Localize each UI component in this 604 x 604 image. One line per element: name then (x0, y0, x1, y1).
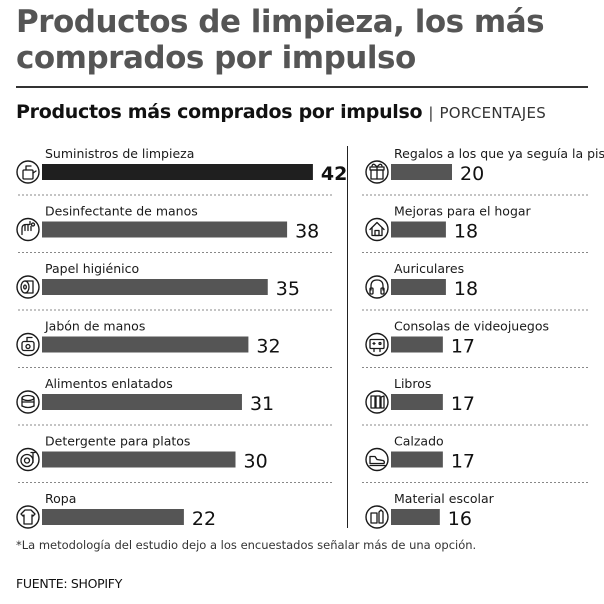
home-improvement-icon (365, 217, 389, 242)
bar (391, 221, 446, 238)
value-label: 20 (460, 163, 484, 185)
category-label: Libros (394, 376, 431, 391)
value-label: 32 (256, 336, 280, 358)
category-label: Auriculares (394, 261, 464, 276)
cleaning-supplies-icon (16, 160, 40, 184)
value-label: 35 (276, 278, 300, 300)
books-icon (365, 390, 389, 414)
value-label: 38 (295, 221, 319, 243)
bar (391, 279, 446, 295)
category-label: Papel higiénico (45, 261, 139, 276)
hand-sanitizer-icon (16, 217, 40, 242)
value-label: 18 (454, 278, 478, 300)
page-title: Productos de limpieza, los más comprados… (16, 4, 545, 76)
chart-unit: PORCENTAJES (439, 104, 547, 122)
category-label: Mejoras para el hogar (394, 204, 532, 219)
bar (42, 221, 288, 238)
bar (42, 451, 236, 468)
dish-detergent-icon (16, 447, 40, 472)
footwear-icon (365, 447, 389, 472)
chart-subtitle: Productos más comprados por impulso | PO… (16, 100, 546, 125)
title-divider (16, 86, 588, 88)
bar (391, 164, 452, 180)
bar (42, 336, 249, 353)
hand-soap-icon (16, 332, 40, 357)
bar (42, 279, 268, 295)
value-label: 42 (321, 163, 347, 185)
category-label: Jabón de manos (44, 319, 145, 334)
category-label: Material escolar (394, 491, 495, 506)
category-label: Detergente para platos (45, 434, 190, 449)
source-note: FUENTE: SHOPIFY (16, 576, 123, 591)
bar (42, 164, 313, 180)
category-label: Calzado (394, 434, 444, 449)
clothing-icon (16, 505, 40, 529)
bar (42, 509, 184, 525)
value-label: 30 (244, 451, 268, 473)
column-divider (347, 146, 348, 528)
bar (391, 509, 440, 525)
value-label: 17 (451, 393, 475, 415)
video-game-console-icon (365, 332, 389, 357)
headphones-icon (365, 275, 389, 299)
value-label: 31 (250, 393, 274, 415)
value-label: 16 (448, 508, 472, 530)
category-label: Desinfectante de manos (45, 204, 198, 219)
category-label: Consolas de videojuegos (394, 319, 549, 334)
value-label: 18 (454, 221, 478, 243)
subtitle-separator: | (428, 104, 434, 122)
bar (391, 451, 443, 468)
gift-icon (365, 160, 389, 184)
value-label: 17 (451, 451, 475, 473)
bar (391, 336, 443, 353)
category-label: Alimentos enlatados (45, 376, 173, 391)
bar (42, 394, 242, 410)
chart-subtitle-main: Productos más comprados por impulso (16, 101, 423, 123)
category-label: Suministros de limpieza (45, 146, 194, 161)
value-label: 17 (451, 336, 475, 358)
bar (391, 394, 443, 410)
category-label: Regalos a los que ya seguía la pista (394, 146, 604, 161)
footnote: *La metodología del estudio dejo a los e… (16, 538, 477, 552)
value-label: 22 (192, 508, 216, 530)
category-label: Ropa (45, 491, 76, 506)
toilet-paper-icon (16, 275, 40, 299)
canned-food-icon (16, 390, 40, 414)
school-supplies-icon (365, 505, 389, 529)
